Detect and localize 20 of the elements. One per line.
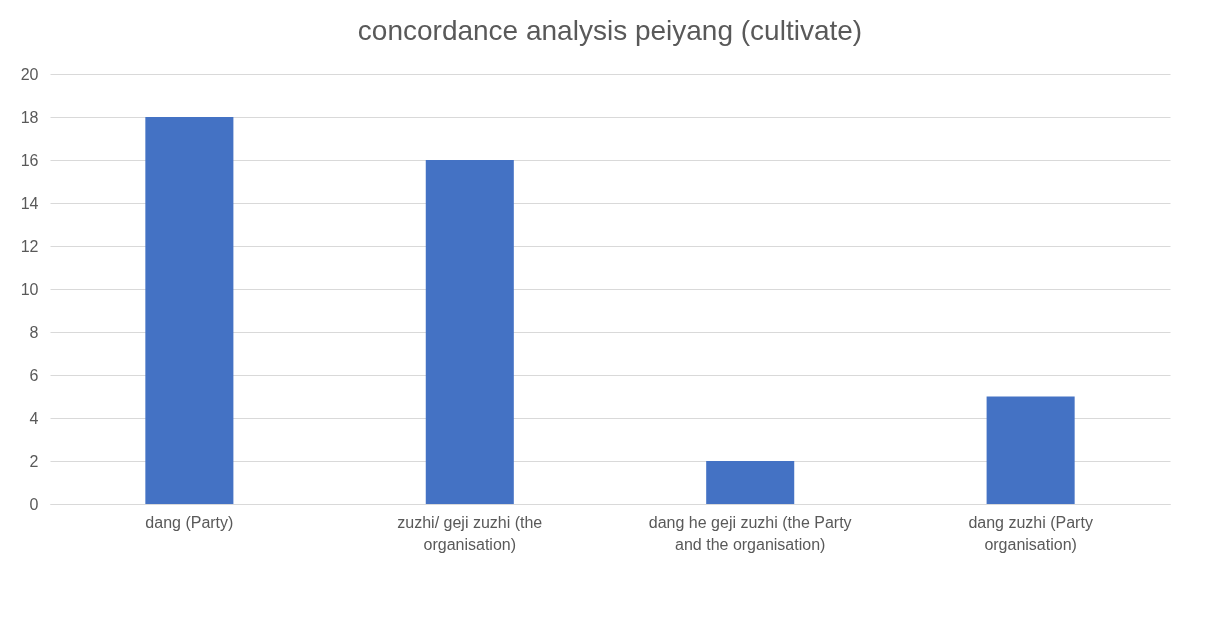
y-tick-label: 6	[29, 366, 39, 384]
bar	[425, 160, 514, 504]
y-tick-label: 4	[29, 409, 39, 427]
y-tick-label: 16	[20, 151, 39, 169]
y-tick-label: 12	[20, 237, 39, 255]
x-tick-label: dang (Party)	[145, 513, 234, 531]
y-tick-label: 2	[29, 452, 39, 470]
y-tick-label: 18	[20, 108, 39, 126]
y-tick-label: 0	[29, 495, 39, 513]
x-tick-label: dang zuzhi (Party organisation)	[968, 513, 1093, 553]
bar	[145, 117, 234, 504]
y-tick-label: 10	[20, 280, 39, 298]
y-tick-label: 14	[20, 194, 39, 212]
chart-title: concordance analysis peiyang (cultivate)	[357, 15, 863, 46]
y-tick-label: 8	[29, 323, 39, 341]
y-tick-label: 20	[20, 65, 39, 83]
bar	[706, 461, 795, 504]
bar	[986, 396, 1075, 504]
x-tick-label: dang he geji zuzhi (the Party and the organisation)	[648, 513, 852, 553]
x-tick-label: zuzhi/ geji zuzhi (the organisation)	[397, 513, 543, 553]
